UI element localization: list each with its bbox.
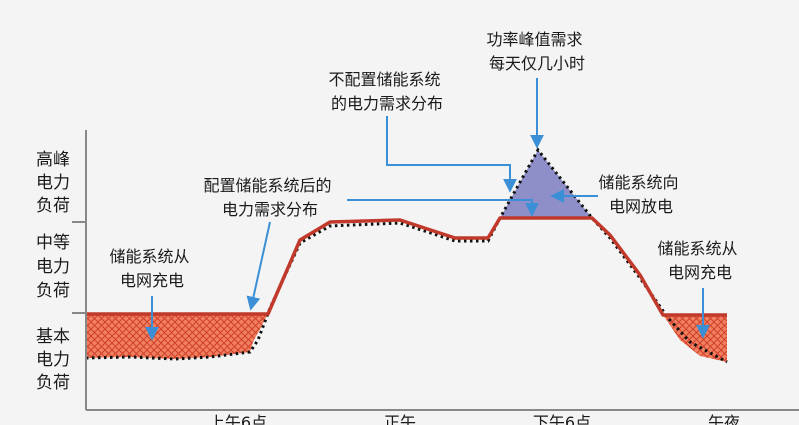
arrow-with-storage-1 [246, 221, 271, 311]
charge-region-left [86, 314, 268, 359]
y-label-medium: 中等 电力 负荷 [36, 233, 75, 301]
discharge-region [500, 150, 592, 218]
annotation-without-storage: 不配置储能系统 的电力需求分布 [328, 70, 445, 113]
arrow-with-storage-2 [347, 199, 539, 217]
x-tick-6pm: 下午6点 [533, 413, 591, 425]
y-label-base: 基本 电力 负荷 [36, 327, 75, 393]
demand-curve-without-storage [85, 147, 728, 364]
demand-curve-with-storage [86, 216, 727, 317]
annotation-charge-left: 储能系统从 电网充电 [109, 247, 194, 290]
annotation-charge-right: 储能系统从 电网充电 [657, 239, 742, 282]
y-label-peak: 高峰 电力 负荷 [36, 150, 75, 216]
x-tick-noon: 正午 [384, 413, 416, 425]
annotation-peak-duration: 功率峰值需求 每天仅几小时 [486, 30, 587, 73]
x-tick-6am: 上午6点 [209, 413, 267, 425]
annotation-arrows [145, 78, 710, 341]
annotation-with-storage: 配置储能系统后的 电力需求分布 [203, 176, 336, 219]
charge-region-right [663, 315, 727, 362]
arrow-without-storage [386, 116, 517, 193]
x-tick-midnight: 午夜 [708, 413, 740, 425]
annotation-discharge: 储能系统向 电网放电 [598, 173, 683, 216]
